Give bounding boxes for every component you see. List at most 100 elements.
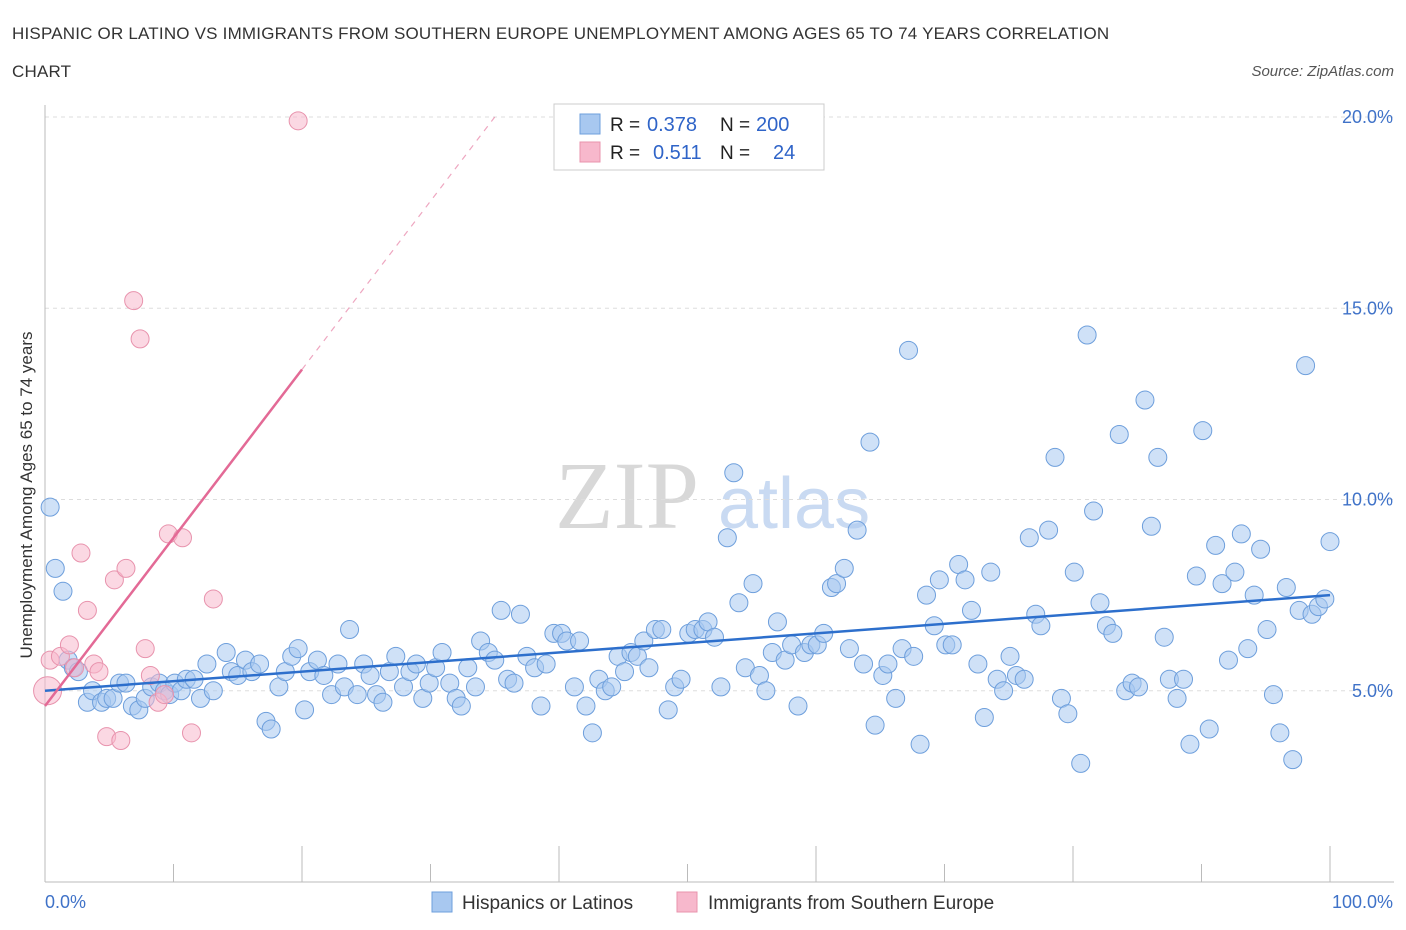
legend-label-immigrants: Immigrants from Southern Europe xyxy=(708,893,994,914)
hispanics-point-172 xyxy=(1154,627,1174,647)
hispanics-point-1 xyxy=(45,558,65,578)
hispanics-point-176 xyxy=(1180,734,1200,754)
immigrants-point-6 xyxy=(77,600,97,620)
series-hispanics-points xyxy=(40,325,1340,773)
stats-n-value-hispanics: 200 xyxy=(756,114,789,136)
legend-swatch-hispanics xyxy=(431,891,453,913)
hispanics-point-171 xyxy=(1148,447,1168,467)
hispanics-point-108 xyxy=(743,574,763,594)
stats-r-value-immigrants: 0.511 xyxy=(653,142,702,164)
legend-label-hispanics: Hispanics or Latinos xyxy=(462,893,633,914)
hispanics-point-162 xyxy=(1090,593,1110,613)
hispanics-point-178 xyxy=(1193,421,1213,441)
hispanics-point-39 xyxy=(295,700,315,720)
hispanics-point-180 xyxy=(1206,535,1226,555)
hispanics-point-51 xyxy=(373,692,393,712)
immigrants-point-11 xyxy=(111,730,131,750)
hispanics-point-159 xyxy=(1071,753,1091,773)
hispanics-point-155 xyxy=(1045,447,1065,467)
hispanics-point-68 xyxy=(485,650,505,670)
immigrants-point-23 xyxy=(288,111,308,131)
hispanics-point-130 xyxy=(886,688,906,708)
stats-r-label-hispanics: R = xyxy=(610,115,640,136)
hispanics-point-127 xyxy=(865,715,885,735)
trend-lines xyxy=(44,116,1331,707)
hispanics-point-164 xyxy=(1103,623,1123,643)
hispanics-point-103 xyxy=(711,677,731,697)
hispanics-point-137 xyxy=(929,570,949,590)
hispanics-point-160 xyxy=(1077,325,1097,345)
stats-r-label-immigrants: R = xyxy=(610,143,640,164)
hispanics-point-177 xyxy=(1186,566,1206,586)
immigrants-point-10 xyxy=(104,570,124,590)
hispanics-point-95 xyxy=(658,700,678,720)
hispanics-point-94 xyxy=(652,620,672,640)
hispanics-point-46 xyxy=(340,620,360,640)
stats-n-label-immigrants: N = xyxy=(720,143,750,164)
immigrants-point-13 xyxy=(124,291,144,311)
hispanics-point-76 xyxy=(536,654,556,674)
hispanics-point-64 xyxy=(458,658,478,678)
immigrants-point-22 xyxy=(203,589,223,609)
immigrants-point-5 xyxy=(71,543,91,563)
y-tick-label-0: 5.0% xyxy=(1352,681,1393,701)
stats-legend-box: R = 0.378 N = 200 R = 0.511 N = 24 xyxy=(553,103,825,171)
hispanics-point-63 xyxy=(451,696,471,716)
hispanics-point-2 xyxy=(53,581,73,601)
hispanics-point-153 xyxy=(1031,616,1051,636)
hispanics-point-47 xyxy=(347,685,367,705)
hispanics-point-121 xyxy=(827,574,847,594)
hispanics-point-65 xyxy=(465,677,485,697)
hispanics-point-151 xyxy=(1019,528,1039,548)
immigrants-trend-extension xyxy=(301,116,496,370)
hispanics-point-141 xyxy=(955,570,975,590)
hispanics-point-88 xyxy=(615,662,635,682)
hispanics-point-143 xyxy=(968,654,988,674)
chart-title: HISPANIC OR LATINO VS IMMIGRANTS FROM SO… xyxy=(12,24,1109,81)
y-tick-label-1: 10.0% xyxy=(1342,490,1393,510)
hispanics-point-49 xyxy=(360,665,380,685)
hispanics-point-27 xyxy=(216,643,236,662)
immigrants-point-18 xyxy=(155,685,175,705)
immigrants-point-21 xyxy=(181,723,201,743)
hispanics-point-38 xyxy=(288,639,308,659)
hispanics-point-81 xyxy=(570,631,590,651)
hispanics-point-135 xyxy=(917,585,937,605)
hispanics-point-157 xyxy=(1058,704,1078,724)
hispanics-point-34 xyxy=(261,719,281,739)
hispanics-trend-line xyxy=(44,593,1331,692)
hispanics-point-60 xyxy=(432,643,452,662)
hispanics-point-92 xyxy=(639,658,659,678)
hispanics-point-148 xyxy=(1000,646,1020,666)
legend-swatch-immigrants xyxy=(676,891,698,913)
hispanics-point-168 xyxy=(1129,677,1149,697)
hispanics-point-144 xyxy=(974,708,994,728)
hispanics-point-188 xyxy=(1257,620,1277,640)
hispanics-point-0 xyxy=(40,497,60,517)
hispanics-point-122 xyxy=(834,558,854,578)
hispanics-point-83 xyxy=(582,723,602,743)
hispanics-point-192 xyxy=(1283,750,1303,770)
y-tick-label-2: 15.0% xyxy=(1342,298,1393,318)
hispanics-point-169 xyxy=(1135,390,1155,410)
x-tick-labels: 0.0% 100.0% xyxy=(45,892,1393,912)
hispanics-point-175 xyxy=(1174,669,1194,689)
hispanics-point-147 xyxy=(994,681,1014,701)
hispanics-point-86 xyxy=(602,677,622,697)
hispanics-point-124 xyxy=(847,520,867,540)
chart-title-line-1: HISPANIC OR LATINO VS IMMIGRANTS FROM SO… xyxy=(12,24,1109,43)
hispanics-point-112 xyxy=(767,612,787,632)
hispanics-point-132 xyxy=(899,340,919,360)
hispanics-point-179 xyxy=(1199,719,1219,739)
hispanics-point-102 xyxy=(704,627,724,647)
source-label: Source: ZipAtlas.com xyxy=(1251,63,1394,80)
hispanics-point-97 xyxy=(671,669,691,689)
y-axis-title: Unemployment Among Ages 65 to 74 years xyxy=(17,332,36,659)
hispanics-point-197 xyxy=(1315,589,1335,609)
hispanics-point-190 xyxy=(1270,723,1290,743)
watermark-zip-text: ZIP xyxy=(555,442,699,549)
chart-title-line-2: CHART xyxy=(12,62,71,81)
hispanics-point-184 xyxy=(1231,524,1251,544)
stats-r-value-hispanics: 0.378 xyxy=(647,114,697,136)
